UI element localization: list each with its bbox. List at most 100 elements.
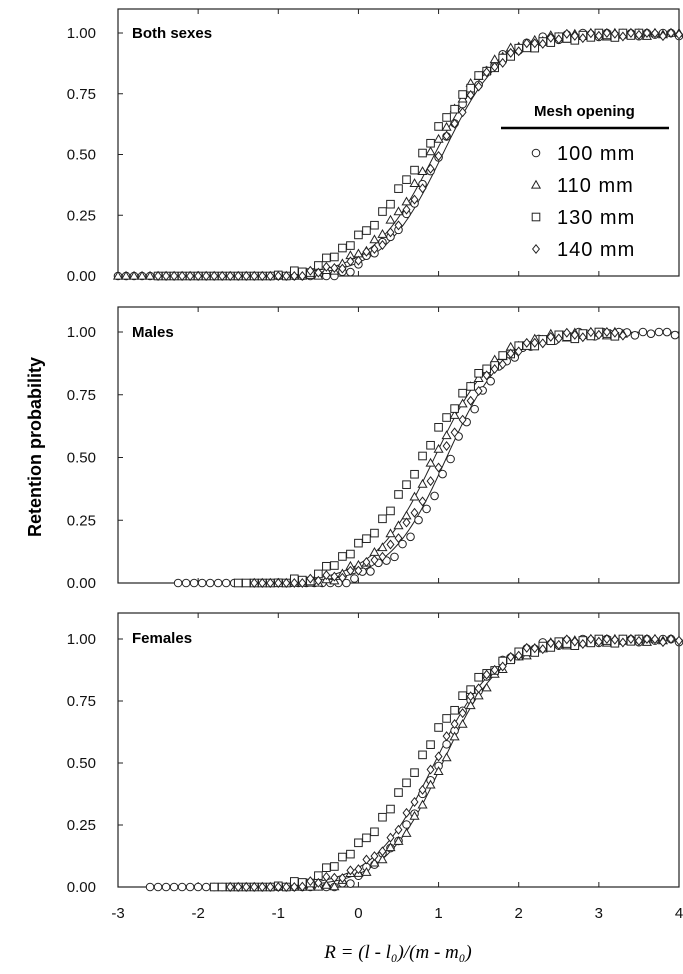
legend-background xyxy=(498,92,674,270)
data-point-130-mm xyxy=(402,778,411,788)
data-point-140-mm xyxy=(378,240,387,251)
data-point-110-mm xyxy=(433,133,444,143)
data-point-140-mm xyxy=(162,270,171,282)
data-point-130-mm xyxy=(418,451,427,461)
data-point-140-mm xyxy=(226,881,235,893)
legend-marker xyxy=(530,179,542,189)
data-point-140-mm xyxy=(370,244,379,255)
data-point-130-mm xyxy=(386,199,395,209)
data-point-140-mm xyxy=(530,38,539,49)
data-point-140-mm xyxy=(498,661,507,672)
data-point-140-mm xyxy=(482,370,491,381)
data-point-140-mm xyxy=(570,636,579,647)
panel-title: Both sexes xyxy=(132,25,212,42)
data-point-140-mm xyxy=(378,846,387,857)
data-point-140-mm xyxy=(450,118,459,129)
data-point-100-mm xyxy=(442,739,451,749)
data-point-130-mm xyxy=(450,404,459,413)
data-point-140-mm xyxy=(178,270,187,282)
data-point-140-mm xyxy=(434,462,443,473)
data-point-140-mm xyxy=(674,635,683,646)
data-point-140-mm xyxy=(258,577,267,589)
data-point-140-mm xyxy=(338,263,347,274)
data-point-130-mm xyxy=(426,440,435,450)
data-point-140-mm xyxy=(482,669,491,680)
y-tick-label: 0.00 xyxy=(67,268,96,285)
data-point-140-mm xyxy=(338,873,347,884)
data-point-140-mm xyxy=(370,555,379,566)
data-point-140-mm xyxy=(642,27,651,39)
data-point-140-mm xyxy=(634,29,643,40)
data-point-140-mm xyxy=(186,270,195,282)
data-point-130-mm xyxy=(394,788,403,797)
y-ticks: 0.00 0.25 0.50 0.75 1.00 xyxy=(67,307,680,592)
data-point-100-mm xyxy=(398,539,407,549)
data-point-140-mm xyxy=(442,731,451,742)
data-point-140-mm xyxy=(474,385,483,396)
panel-title: Males xyxy=(132,324,174,341)
data-point-140-mm xyxy=(618,330,627,341)
data-point-110-mm xyxy=(441,121,452,131)
data-point-140-mm xyxy=(562,634,571,645)
data-point-140-mm xyxy=(322,871,331,882)
data-point-100-mm xyxy=(221,578,231,588)
data-point-130-mm xyxy=(338,852,347,862)
legend-label: 110 mm xyxy=(557,175,634,197)
data-point-140-mm xyxy=(394,533,403,544)
data-point-110-mm xyxy=(489,54,500,64)
y-tick-label: 0.25 xyxy=(67,207,96,224)
data-point-140-mm xyxy=(306,265,315,276)
data-point-140-mm xyxy=(666,633,675,645)
data-point-140-mm xyxy=(362,246,371,257)
data-point-110-mm xyxy=(481,682,492,692)
data-point-140-mm xyxy=(290,270,299,282)
data-point-140-mm xyxy=(434,751,443,762)
data-point-110-mm xyxy=(136,270,148,280)
data-point-130-mm xyxy=(378,514,387,524)
data-point-140-mm xyxy=(250,577,259,589)
data-point-140-mm xyxy=(602,326,611,338)
data-point-110-mm xyxy=(457,718,468,728)
data-point-100-mm xyxy=(213,578,223,588)
data-point-130-mm xyxy=(362,226,371,235)
data-point-130-mm xyxy=(458,388,467,398)
data-point-100-mm xyxy=(406,532,415,542)
data-point-130-mm xyxy=(442,113,451,122)
data-point-110-mm xyxy=(417,478,428,488)
data-point-100-mm xyxy=(422,504,431,514)
data-point-130-mm xyxy=(386,506,395,516)
data-point-130-mm xyxy=(418,750,427,760)
data-point-140-mm xyxy=(426,163,435,174)
data-point-140-mm xyxy=(250,881,259,893)
data-point-110-mm xyxy=(441,430,452,440)
data-point-140-mm xyxy=(586,634,595,645)
data-point-110-mm xyxy=(473,690,484,700)
y-tick-label: 0.50 xyxy=(67,147,96,164)
data-point-130-mm xyxy=(426,740,435,749)
data-point-140-mm xyxy=(282,881,291,893)
data-point-100-mm xyxy=(366,567,375,576)
data-point-100-mm xyxy=(177,882,187,892)
data-point-100-mm xyxy=(350,574,359,583)
data-point-140-mm xyxy=(562,28,571,39)
data-point-110-mm xyxy=(144,270,156,280)
data-point-140-mm xyxy=(266,881,275,893)
data-point-140-mm xyxy=(338,572,347,583)
data-point-140-mm xyxy=(554,639,563,650)
data-point-130-mm xyxy=(402,175,411,184)
data-point-140-mm xyxy=(434,150,443,161)
data-point-140-mm xyxy=(514,650,523,661)
data-point-140-mm xyxy=(354,864,363,875)
data-point-110-mm xyxy=(417,799,428,809)
data-point-140-mm xyxy=(594,30,603,41)
legend: Mesh opening 100 mm 110 mm 130 mm 140 mm xyxy=(498,92,674,270)
data-point-110-mm xyxy=(449,409,460,419)
data-point-130-mm xyxy=(474,71,483,80)
data-point-110-mm xyxy=(441,752,452,762)
data-point-140-mm xyxy=(202,270,211,282)
data-point-140-mm xyxy=(154,270,163,282)
data-point-130-mm xyxy=(322,253,331,263)
data-point-140-mm xyxy=(314,267,323,278)
data-point-140-mm xyxy=(578,33,587,44)
